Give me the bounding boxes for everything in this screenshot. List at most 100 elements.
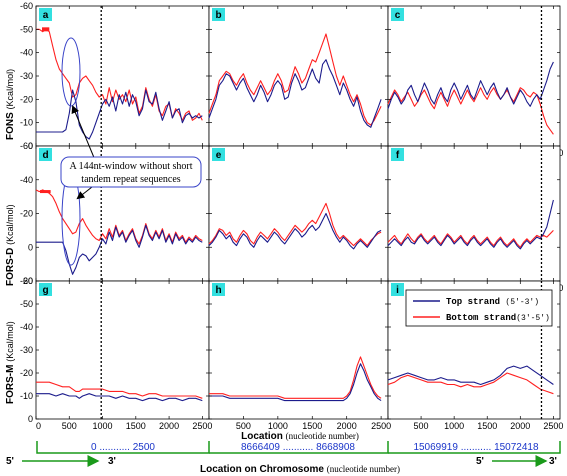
panel-frame: [387, 5, 561, 147]
y-tick-label: -60: [20, 1, 33, 11]
bracket-right: [388, 441, 561, 454]
series-bottom-strand: [387, 372, 554, 395]
legend: Top strand (5'-3') Bottom strand(3'-5'): [405, 289, 553, 327]
panel-letter: d: [42, 150, 48, 161]
panel-letter: h: [215, 285, 221, 296]
panel-tag-bg: [391, 8, 404, 21]
panel-b: b5001000150020002500: [208, 5, 391, 158]
range-3: 15069919 ........... 15072418: [413, 442, 539, 453]
panel-h: h 500 1000 1500 2000 2500: [208, 280, 391, 431]
panel-frame: [387, 145, 561, 282]
panel-tag-bg: [212, 8, 225, 21]
series-top-strand: [36, 89, 203, 140]
panel-tag-bg: [39, 283, 52, 296]
panel-frame: [35, 280, 210, 420]
x-tick-label: 2500: [543, 421, 563, 431]
x-tick-label: 1500: [477, 421, 497, 431]
panel-frame: [208, 5, 389, 147]
series-top-strand: [36, 224, 203, 275]
panel-c: c5001000150020002500: [387, 5, 563, 158]
row-2-ylabel: FORS-D (Kcal/mol): [5, 204, 16, 286]
series-top-strand: [209, 363, 382, 402]
y-tick-label: -60: [20, 276, 33, 286]
x-tick-label: 1500: [126, 421, 146, 431]
annotation-box: [60, 156, 202, 188]
y-tick-label: 0: [28, 414, 33, 424]
y-tick-label: 0: [28, 141, 33, 151]
x-tick-label: 2000: [159, 421, 179, 431]
x-tick-label: 1000: [444, 421, 464, 431]
legend-label-top: Top strand (5'-3'): [446, 297, 539, 307]
panel-letter: i: [396, 285, 399, 296]
chromosome-brackets: 0 ........... 2500 8666409 ........... 8…: [6, 441, 561, 467]
series-top-strand: [208, 212, 382, 250]
x-tick-label: 500: [62, 421, 77, 431]
panels: a0-10-20-30-40-50-6005001000150020002500…: [20, 1, 563, 431]
panel-tag-bg: [212, 148, 225, 161]
annotation-arrow-down: [76, 186, 93, 200]
series-top-strand: [387, 199, 554, 250]
y-tick-label: -30: [20, 71, 33, 81]
annotation-line-2: tandem repeat sequences: [81, 174, 181, 185]
y-tick-label: -40: [20, 48, 33, 58]
y-tick-label: -60: [20, 141, 33, 151]
x-tick-label: 2000: [337, 421, 357, 431]
legend-box: [405, 289, 553, 327]
panel-tag-bg: [212, 283, 225, 296]
range-1: 0 ........... 2500: [91, 442, 155, 453]
y-tick-label: -40: [20, 175, 33, 185]
y-tick-label: -50: [20, 299, 33, 309]
x-axis-label: Location (nucleotide number): [241, 431, 359, 442]
x-tick-label: 1500: [302, 421, 322, 431]
y-tick-label: -10: [20, 118, 33, 128]
y-tick-label: -20: [20, 94, 33, 104]
annotation: A 144nt-window without short tandem repe…: [60, 37, 202, 266]
y-tick-label: 20: [23, 276, 33, 286]
legend-label-bottom: Bottom strand(3'-5'): [446, 313, 550, 323]
panel-letter: e: [216, 150, 222, 161]
series-bottom-strand: [208, 202, 382, 247]
panel-letter: c: [395, 10, 401, 21]
y-tick-label: -40: [20, 322, 33, 332]
x-tick-label: 1000: [93, 421, 113, 431]
y-tick-label: -20: [20, 368, 33, 378]
arrow-left-3prime: 3': [108, 456, 116, 467]
series-bottom-strand: [209, 356, 382, 399]
panel-e: e5001000150020002500: [208, 145, 391, 293]
y-tick-label: -10: [20, 391, 33, 401]
series-top-strand: [208, 59, 382, 128]
series-bottom-strand: [387, 230, 554, 248]
arrow-right-5prime: 5': [476, 456, 484, 467]
y-tick-label: -30: [20, 345, 33, 355]
panel-tag-bg: [39, 8, 52, 21]
panel-tag-bg: [39, 148, 52, 161]
series-top-strand: [387, 365, 554, 386]
series-bottom-strand: [387, 87, 554, 135]
panel-letter: a: [43, 10, 49, 21]
x-tick-label: 500: [236, 421, 251, 431]
series-bottom-strand: [208, 33, 382, 126]
y-tick-label: -50: [20, 24, 33, 34]
x-tick-label: 2000: [510, 421, 530, 431]
panel-f: f5001000150020002500: [387, 145, 563, 293]
series-bottom-strand: [36, 28, 203, 121]
bracket-left: [36, 441, 210, 454]
x-tick-label: 0: [36, 421, 41, 431]
series-bottom-strand: [36, 381, 203, 399]
panel-tag-bg: [391, 148, 404, 161]
panel-g: g 0 -10 -20 -30 -40 -50 -60 0 500 1000 1500 2000 2500: [20, 276, 212, 431]
row-3-ylabel: FORS-M (Kcal/mol): [5, 321, 16, 404]
annotation-ellipse-a: [61, 37, 81, 107]
series-top-strand: [36, 393, 203, 402]
chromosome-title: Location on Chromosome (nucleotide numbe…: [200, 464, 400, 475]
panel-letter: b: [215, 10, 221, 21]
x-tick-label: 500: [414, 421, 429, 431]
row-1-ylabel: FONS (Kcal/mol): [5, 69, 16, 140]
panel-frame: [208, 280, 389, 420]
annotation-arrow-up: [71, 105, 96, 161]
arrow-left-5prime: 5': [6, 456, 14, 467]
x-tick-label: 1000: [268, 421, 288, 431]
series-top-strand: [387, 61, 554, 109]
